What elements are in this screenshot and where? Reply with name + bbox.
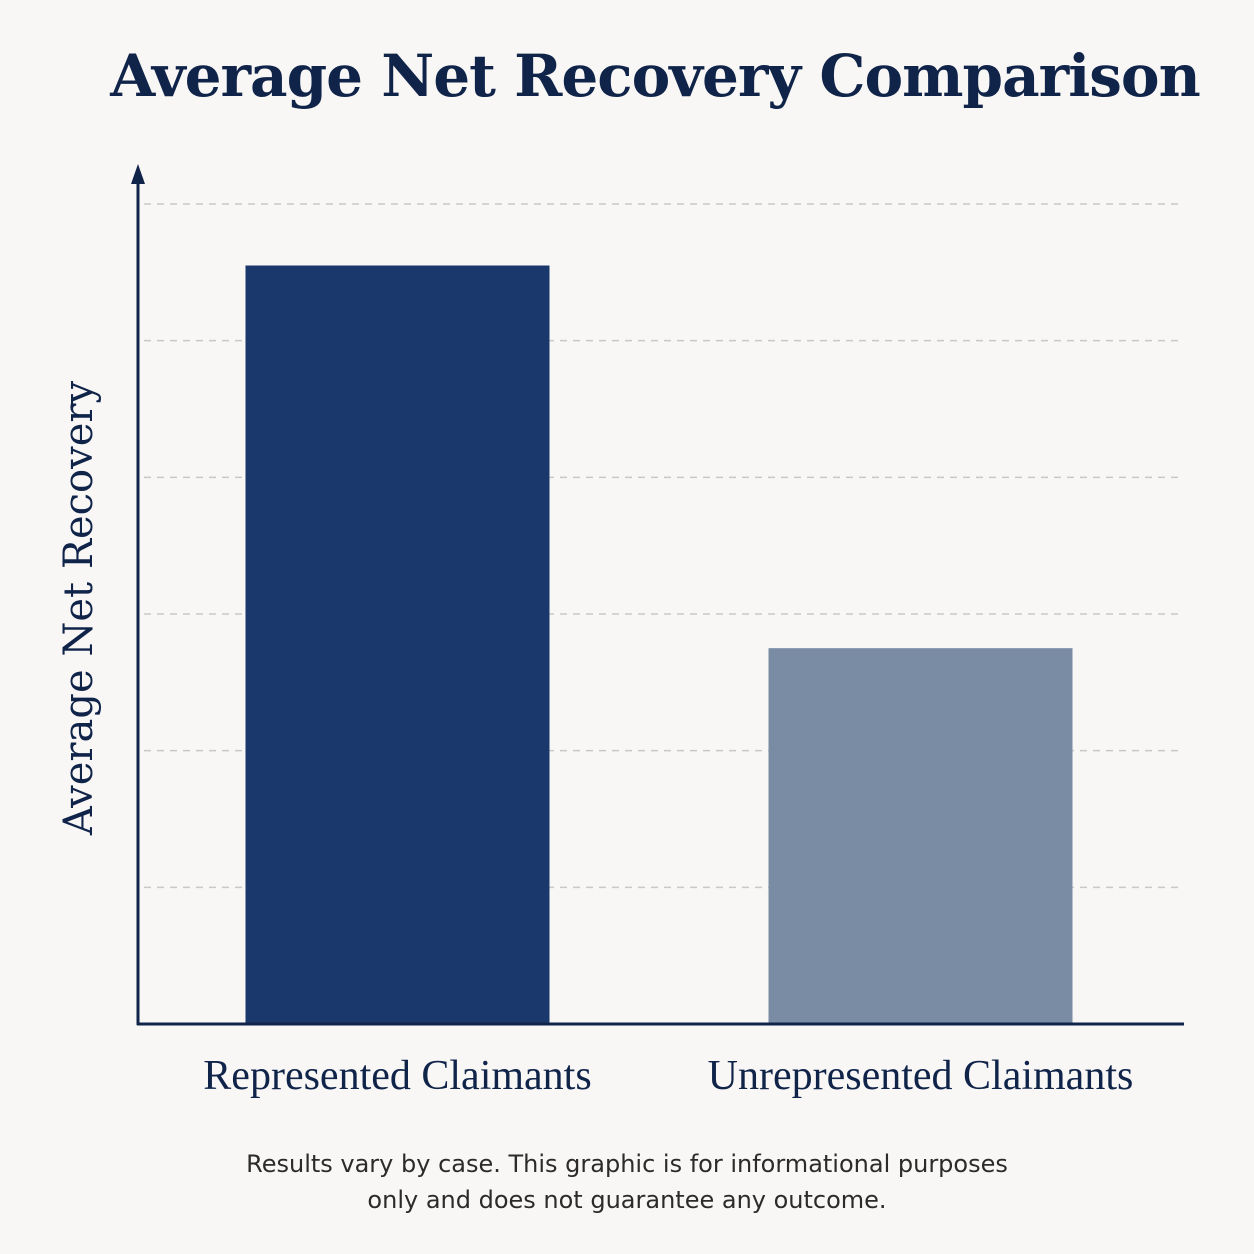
bars: [245, 265, 1073, 1024]
axes: [131, 164, 1184, 1026]
y-axis-label: Average Net Recovery: [56, 380, 102, 836]
footnote: Results vary by case. This graphic is fo…: [0, 1146, 1254, 1218]
bar-unrepresented-claimants: [768, 648, 1073, 1024]
bar-represented-claimants: [245, 265, 550, 1024]
x-tick-label: Unrepresented Claimants: [708, 1053, 1134, 1099]
y-axis-arrow-icon: [131, 164, 145, 184]
footnote-line-1: Results vary by case. This graphic is fo…: [246, 1150, 1008, 1178]
chart-title: Average Net Recovery Comparison: [110, 42, 1201, 110]
footnote-line-2: only and does not guarantee any outcome.: [367, 1186, 887, 1214]
x-tick-labels: Represented Claimants Unrepresented Claim…: [203, 1053, 1133, 1099]
bar-chart: Average Net Recovery Represented Claiman…: [56, 164, 1184, 1099]
x-tick-label: Represented Claimants: [203, 1053, 591, 1099]
